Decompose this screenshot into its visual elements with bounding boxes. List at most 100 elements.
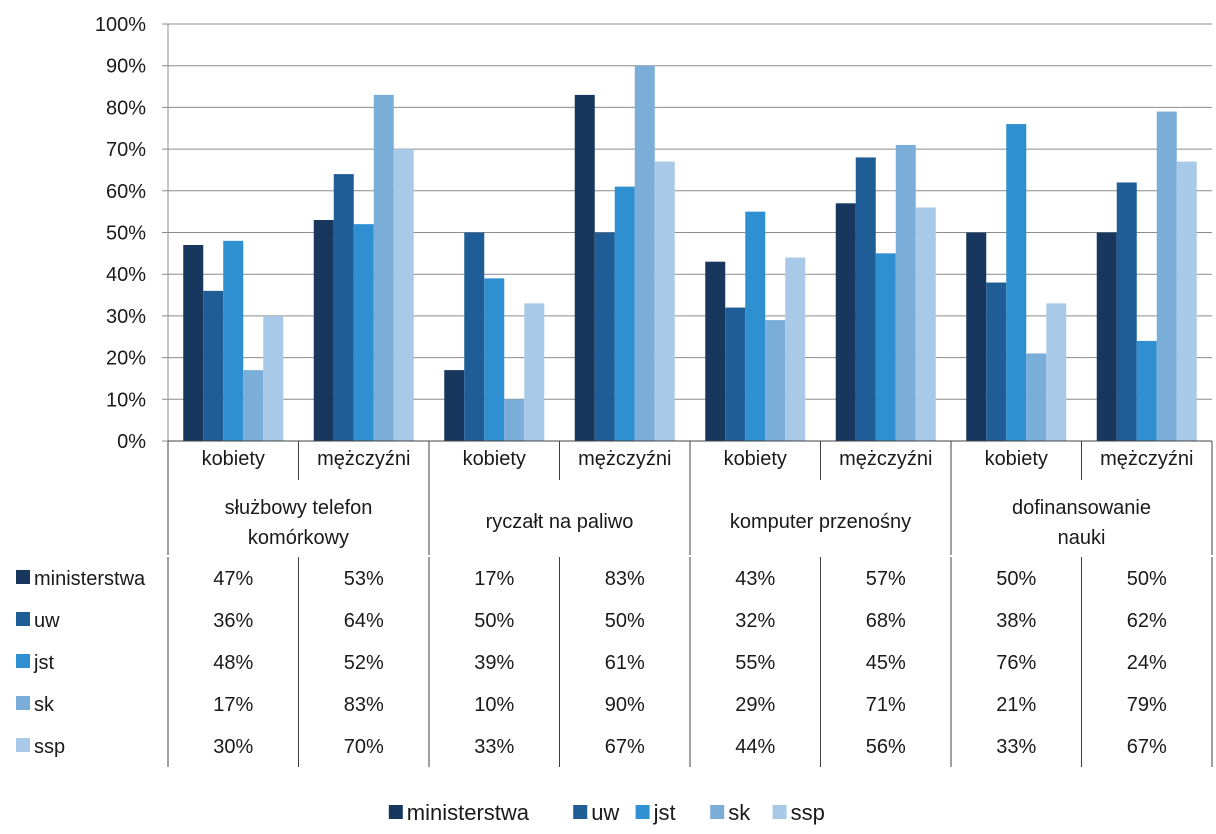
bar xyxy=(966,232,987,441)
y-tick-label: 0% xyxy=(117,431,146,453)
bar xyxy=(875,253,896,441)
bar xyxy=(835,203,856,441)
table-cell: 48% xyxy=(213,652,253,674)
bar xyxy=(1136,340,1157,441)
table-series-label: jst xyxy=(33,652,54,674)
group-label: komórkowy xyxy=(248,527,349,549)
table-cell: 21% xyxy=(996,694,1036,716)
table-cell: 45% xyxy=(866,652,906,674)
table-cell: 44% xyxy=(735,736,775,758)
legend: ministerstwa uw jst sk ssp xyxy=(388,800,825,825)
table-cell: 56% xyxy=(866,736,906,758)
legend-key xyxy=(573,805,588,819)
bar xyxy=(705,261,726,441)
table-series-label: sk xyxy=(34,694,55,716)
table-cell: 33% xyxy=(474,736,514,758)
bar xyxy=(484,278,505,441)
table-series-label: uw xyxy=(34,610,60,632)
table-legend-key xyxy=(16,654,30,668)
bar xyxy=(243,370,264,441)
bar xyxy=(1156,111,1177,441)
bar xyxy=(614,186,635,441)
y-tick-label: 10% xyxy=(106,389,146,411)
bar xyxy=(895,144,916,441)
y-tick-label: 80% xyxy=(106,97,146,119)
bar xyxy=(594,232,615,441)
bar xyxy=(915,207,936,441)
table-cell: 64% xyxy=(344,610,384,632)
bar xyxy=(203,290,224,441)
bar xyxy=(333,174,354,441)
table-series-label: ssp xyxy=(34,736,65,758)
table-cell: 33% xyxy=(996,736,1036,758)
bar xyxy=(855,157,876,441)
table-cell: 36% xyxy=(213,610,253,632)
bar xyxy=(1116,182,1137,441)
y-tick-label: 100% xyxy=(95,14,146,36)
bar xyxy=(634,65,655,441)
table-cell: 52% xyxy=(344,652,384,674)
table-cell: 50% xyxy=(996,568,1036,590)
bar xyxy=(986,282,1007,441)
legend-label: jst xyxy=(653,800,676,825)
legend-key xyxy=(710,805,725,819)
y-tick-label: 40% xyxy=(106,264,146,286)
table-cell: 30% xyxy=(213,736,253,758)
bar xyxy=(574,94,595,441)
table-cell: 53% xyxy=(344,568,384,590)
table-cell: 50% xyxy=(474,610,514,632)
table-cell: 70% xyxy=(344,736,384,758)
bar xyxy=(353,224,374,441)
x-tick-label: kobiety xyxy=(202,448,265,470)
y-axis: 0% 10% 20% 30% 40% 50% 60% 70% 80% 90% 100% xyxy=(95,14,169,453)
table-cell: 83% xyxy=(605,568,645,590)
table-cell: 29% xyxy=(735,694,775,716)
legend-key xyxy=(772,805,787,819)
table-cell: 38% xyxy=(996,610,1036,632)
table-series-label: ministerstwa xyxy=(34,568,146,590)
bar xyxy=(1176,161,1197,442)
x-tick-label: mężczyźni xyxy=(1100,448,1193,470)
bar xyxy=(1006,124,1027,441)
bar xyxy=(765,320,786,441)
group-label: komputer przenośny xyxy=(730,511,911,533)
bar xyxy=(654,161,675,442)
legend-key xyxy=(635,805,650,819)
bar xyxy=(524,303,545,441)
table-cell: 50% xyxy=(605,610,645,632)
legend-label: uw xyxy=(591,800,619,825)
group-label: ryczałt na paliwo xyxy=(486,511,634,533)
y-tick-label: 90% xyxy=(106,56,146,78)
bar xyxy=(183,245,204,441)
table-cell: 67% xyxy=(605,736,645,758)
table-cell: 68% xyxy=(866,610,906,632)
y-tick-label: 70% xyxy=(106,139,146,161)
y-tick-label: 50% xyxy=(106,223,146,245)
x-tick-label: kobiety xyxy=(985,448,1048,470)
table-legend-key xyxy=(16,696,30,710)
table-legend-key xyxy=(16,612,30,626)
table-cell: 71% xyxy=(866,694,906,716)
table-cell: 83% xyxy=(344,694,384,716)
x-tick-label: kobiety xyxy=(724,448,787,470)
table-cell: 47% xyxy=(213,568,253,590)
bar xyxy=(785,257,806,441)
bar xyxy=(725,307,746,441)
x-tick-label: mężczyźni xyxy=(839,448,932,470)
bar xyxy=(313,219,334,441)
bar xyxy=(223,240,244,441)
table-cell: 17% xyxy=(474,568,514,590)
table-cell: 57% xyxy=(866,568,906,590)
y-tick-label: 30% xyxy=(106,306,146,328)
table-cell: 10% xyxy=(474,694,514,716)
table-cell: 39% xyxy=(474,652,514,674)
bar xyxy=(745,211,766,441)
group-label: służbowy telefon xyxy=(225,497,373,519)
x-tick-label: kobiety xyxy=(463,448,526,470)
table-cell: 50% xyxy=(1127,568,1167,590)
legend-label: ministerstwa xyxy=(407,800,530,825)
table-cell: 32% xyxy=(735,610,775,632)
bars xyxy=(183,65,1197,442)
x-tick-label: mężczyźni xyxy=(317,448,410,470)
